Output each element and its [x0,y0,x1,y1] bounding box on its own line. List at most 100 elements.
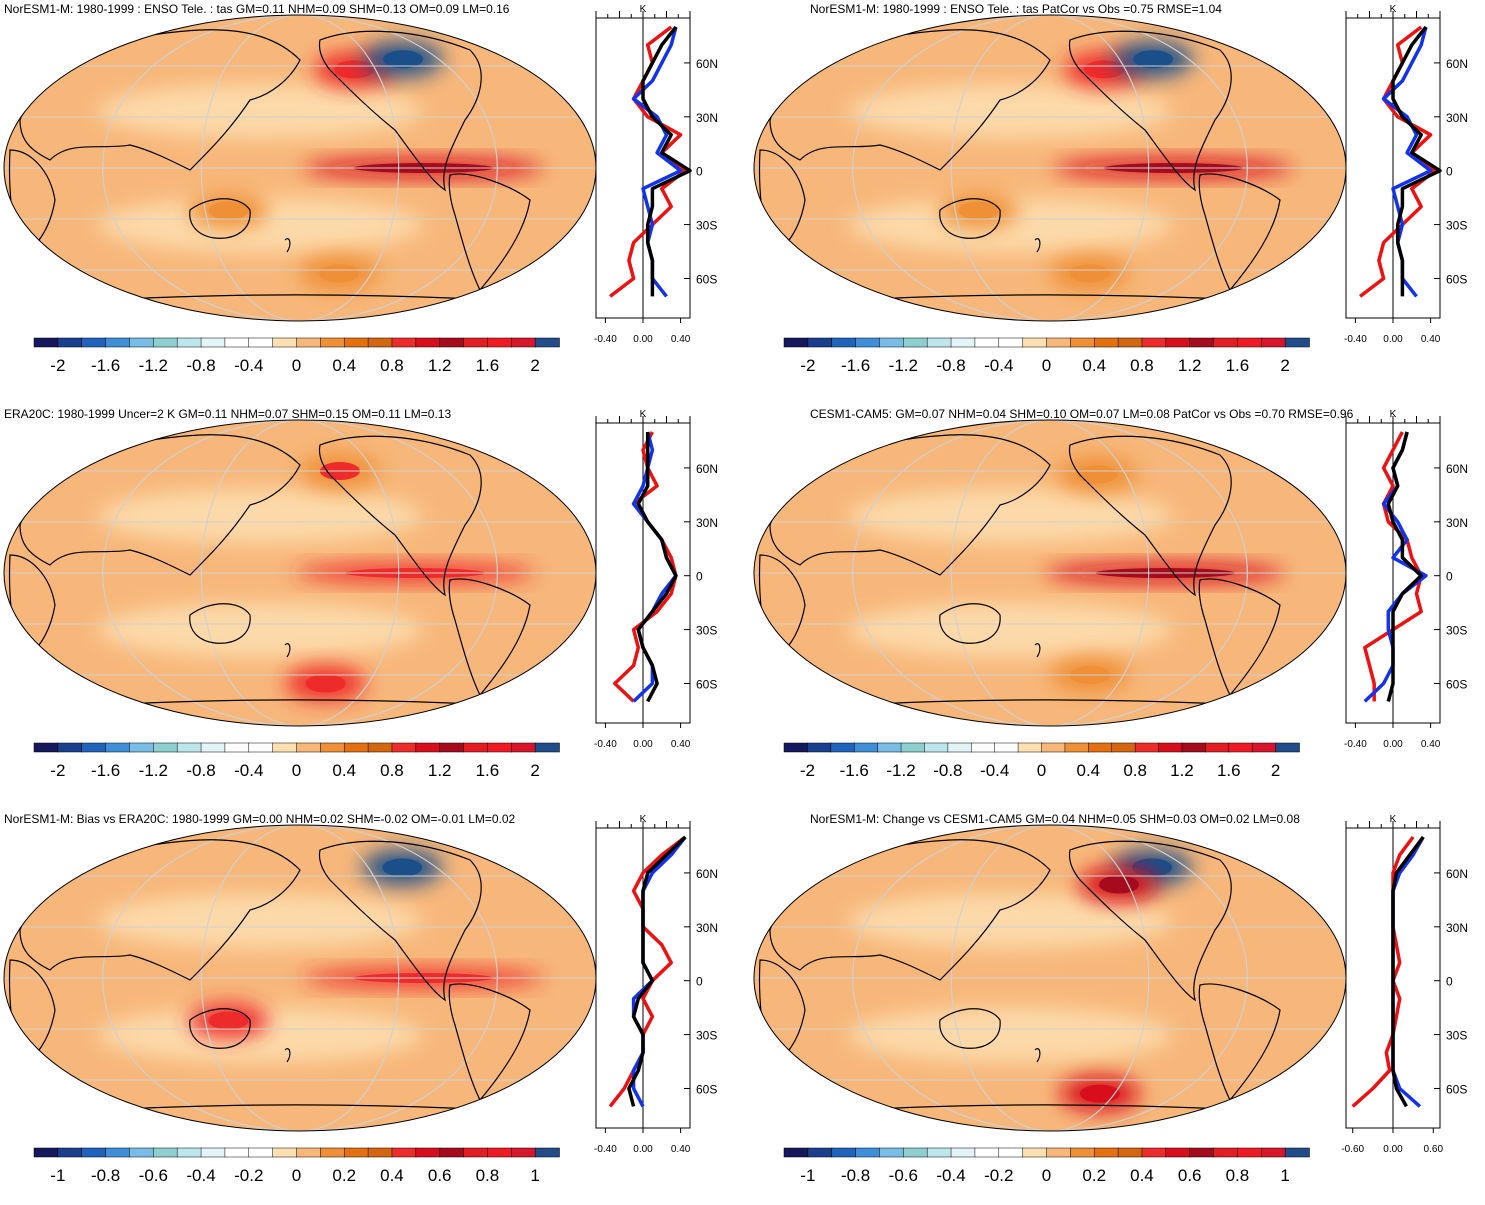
colorbar-label: -1.2 [886,761,915,780]
lat-tick-label: 60S [1446,677,1467,691]
colorbar-swatch [439,1147,465,1158]
colorbar-label: -2 [800,761,815,780]
coastline-3 [1068,840,1232,1002]
colorbar-swatch [1261,1147,1286,1158]
hotspot-core-2 [383,50,424,69]
map-background [754,825,1346,1131]
colorbar-swatch [224,742,250,753]
colorbar-swatch [367,742,393,753]
profile-tick-label: -0.60 [1341,1144,1364,1155]
panel-3: ERA20C: 1980-1999 Uncer=2 K GM=0.11 NHM=… [0,405,735,800]
colorbar-swatch [129,337,155,348]
colorbar-swatch [807,337,833,348]
colorbar-swatch [153,742,178,753]
profile-series-black [641,25,692,297]
pale-band-1 [97,83,423,139]
panel-svg: -2 -1.6 -1.2 -0.8 -0.4 0 0.4 0.8 1.2 1.6 2K60N30N0… [3,409,718,780]
coastline-0 [19,839,301,981]
colorbar-label: -2 [50,761,65,780]
colorbar-swatch [1134,742,1160,753]
colorbar-swatch [1251,742,1277,753]
lat-tick-label: 30N [1446,516,1468,530]
pale-band-0 [847,197,1173,253]
colorbar-label: -1.6 [91,761,120,780]
colorbar-label: 2 [530,761,539,780]
lat-tick-label: 60N [1446,867,1468,881]
map [754,420,1346,726]
colorbar-swatch [1117,1147,1143,1158]
colorbar-label: 0.4 [380,1166,404,1185]
panel-title: NorESM1-M: Change vs CESM1-CAM5 GM=0.04 … [810,812,1300,826]
hotspot-core-2 [208,1011,249,1030]
panel-title: NorESM1-M: 1980-1999 : ENSO Tele. : tas … [810,2,1222,16]
colorbar-swatch [200,742,226,753]
colorbar-swatch [1141,337,1167,348]
lat-tick-label: 0 [1446,570,1453,584]
colorbar-label: -1.6 [91,356,120,375]
panel-title: CESM1-CAM5: GM=0.07 NHM=0.04 SHM=0.10 OM… [810,407,1354,421]
colorbar-label: 0.2 [332,1166,356,1185]
profile-tick-label: 0.40 [671,1144,691,1155]
colorbar-swatch [33,742,59,753]
profile-tick-label: -0.40 [1344,739,1367,750]
graticule [4,825,596,1131]
colorbar-swatch [296,1147,322,1158]
hotspot-core-2 [1133,50,1174,69]
colorbar-swatch [831,1147,857,1158]
colorbar-swatch [926,1147,952,1158]
colorbar-swatch [367,337,393,348]
colorbar-swatch [974,337,1000,348]
pale-band-1 [97,488,423,544]
colorbar-swatch [1189,337,1215,348]
coastline-6 [284,643,291,658]
profile-series-red [1363,431,1423,702]
colorbar: -2 -1.6 -1.2 -0.8 -0.4 0 0.4 0.8 1.2 1.6 2 [33,337,560,375]
colorbar-swatch [1213,337,1239,348]
panel-svg: -1 -0.8 -0.6 -0.4 -0.2 0 0.2 0.4 0.6 0.8 1 K 60N 30N 0… [753,814,1468,1185]
colorbar-label: 0.8 [380,356,404,375]
colorbar-label: -0.6 [139,1166,168,1185]
colorbar-swatch [534,337,560,348]
coastlines [758,29,1331,313]
panel-title: NorESM1-M: Bias vs ERA20C: 1980-1999 GM=… [4,812,516,826]
colorbar-label: 0.8 [476,1166,500,1185]
colorbar-swatch [176,1147,202,1158]
colorbar-swatch [1228,742,1253,753]
colorbar-label: -1.2 [889,356,918,375]
panel-svg: -2 -1.6 -1.2 -0.8 -0.4 0 0.4 0.8 1.2 1.6 2K60N30N0… [753,4,1468,375]
colorbar-swatch [176,337,202,348]
colorbar-swatch [1070,337,1095,348]
colorbar-label: 1 [530,1166,539,1185]
colorbar-swatch [534,742,560,753]
colorbar-label: -0.4 [186,1166,215,1185]
colorbar-label: -1.2 [139,356,168,375]
coastline-4 [1198,173,1281,292]
lat-tick-label: 0 [696,975,703,989]
coastline-4 [448,578,531,697]
map [4,420,596,726]
colorbar-label: -1.2 [139,761,168,780]
colorbar-swatch [950,337,976,348]
colorbar-swatch [81,742,107,753]
graticule [4,15,596,321]
colorbar: -1 -0.8 -0.6 -0.4 -0.2 0 0.2 0.4 0.6 0.8 1 [33,1147,560,1185]
lat-tick-label: 30N [1446,921,1468,935]
colorbar-swatch [415,742,441,753]
colorbar-swatch [783,742,809,753]
lat-tick-label: 0 [1446,165,1453,179]
colorbar-swatch [1158,742,1183,753]
colorbar-swatch [1041,742,1066,753]
colorbar-swatch [511,742,536,753]
colorbar-label: 2 [1271,761,1280,780]
colorbar-swatch [391,337,417,348]
colorbar-swatch [807,1147,833,1158]
colorbar-swatch [783,337,809,348]
colorbar-swatch [33,1147,59,1158]
colorbar-label: 0.8 [1130,356,1154,375]
profile-series-black [636,432,678,703]
colorbar-label: -2 [50,356,65,375]
profile-tick-label: 0.00 [633,739,653,750]
colorbar-swatch [971,742,996,753]
unit-label: K [1390,814,1397,825]
colorbar-swatch [1064,742,1090,753]
